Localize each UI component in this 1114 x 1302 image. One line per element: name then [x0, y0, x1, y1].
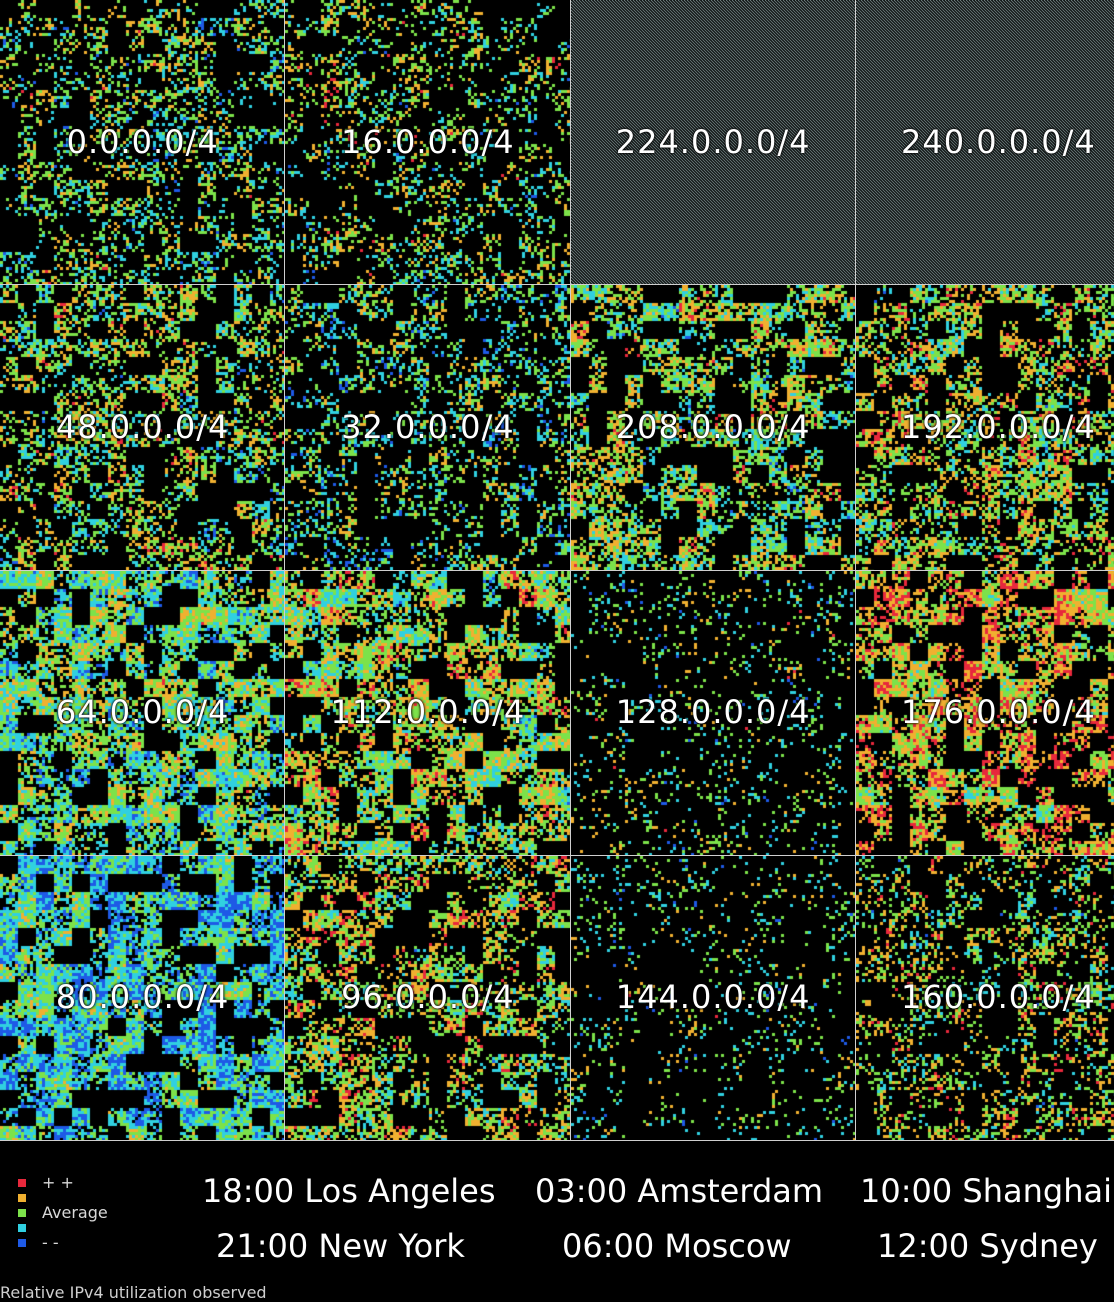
block-160-0-0-0-4: 160.0.0.0/4: [855, 855, 1114, 1141]
legend-swatch: [18, 1224, 26, 1232]
legend-swatch: [18, 1209, 26, 1217]
utilization-legend: + + Average - -: [18, 1173, 178, 1256]
block-96-0-0-0-4: 96.0.0.0/4: [285, 855, 571, 1141]
legend-label: + +: [42, 1173, 74, 1192]
block-heat-texture: [855, 0, 1114, 286]
block-144-0-0-0-4: 144.0.0.0/4: [570, 855, 856, 1141]
block-128-0-0-0-4: 128.0.0.0/4: [570, 570, 856, 856]
block-heat-texture: [0, 570, 286, 856]
block-176-0-0-0-4: 176.0.0.0/4: [855, 570, 1114, 856]
block-48-0-0-0-4: 48.0.0.0/4: [0, 285, 286, 571]
block-224-0-0-0-4: 224.0.0.0/4: [570, 0, 856, 286]
block-heat-texture: [570, 285, 856, 571]
block-heat-texture: [0, 855, 286, 1141]
grid-line-bottom: [0, 1140, 1114, 1141]
grid-line-horizontal: [0, 570, 1114, 571]
block-heat-texture: [570, 855, 856, 1141]
legend-swatch: [18, 1239, 26, 1247]
block-heat-texture: [855, 855, 1114, 1141]
block-112-0-0-0-4: 112.0.0.0/4: [285, 570, 571, 856]
block-16-0-0-0-4: 16.0.0.0/4: [285, 0, 571, 286]
grid-line-horizontal: [0, 284, 1114, 285]
block-80-0-0-0-4: 80.0.0.0/4: [0, 855, 286, 1141]
block-heat-texture: [0, 285, 286, 571]
block-192-0-0-0-4: 192.0.0.0/4: [855, 285, 1114, 571]
legend-label: - -: [42, 1233, 59, 1252]
block-heat-texture: [570, 0, 856, 286]
block-32-0-0-0-4: 32.0.0.0/4: [285, 285, 571, 571]
grid-line-horizontal: [0, 855, 1114, 856]
block-heat-texture: [855, 285, 1114, 571]
clock-sydney: 12:00 Sydney: [877, 1227, 1098, 1265]
grid-line-vertical: [855, 0, 856, 1141]
block-heat-texture: [285, 570, 571, 856]
block-heat-texture: [855, 570, 1114, 856]
clock-new-york: 21:00 New York: [216, 1227, 465, 1265]
ipv4-hilbert-map: 0.0.0.0/4 16.0.0.0/4 224.0.0.0/4 240.0.0.0/…: [0, 0, 1114, 1141]
clock-los-angeles: 18:00 Los Angeles: [202, 1172, 496, 1210]
clock-shanghai: 10:00 Shanghai: [860, 1172, 1112, 1210]
block-heat-texture: [285, 285, 571, 571]
block-heat-texture: [570, 570, 856, 856]
block-64-0-0-0-4: 64.0.0.0/4: [0, 570, 286, 856]
block-heat-texture: [285, 0, 571, 286]
block-208-0-0-0-4: 208.0.0.0/4: [570, 285, 856, 571]
block-0-0-0-0-4: 0.0.0.0/4: [0, 0, 286, 286]
block-heat-texture: [285, 855, 571, 1141]
clock-moscow: 06:00 Moscow: [562, 1227, 792, 1265]
legend-swatch: [18, 1194, 26, 1202]
chart-caption: Relative IPv4 utilization observed: [0, 1283, 267, 1302]
block-heat-texture: [0, 0, 286, 286]
legend-swatch: [18, 1179, 26, 1187]
block-240-0-0-0-4: 240.0.0.0/4: [855, 0, 1114, 286]
clock-amsterdam: 03:00 Amsterdam: [535, 1172, 824, 1210]
legend-label: Average: [42, 1203, 108, 1222]
